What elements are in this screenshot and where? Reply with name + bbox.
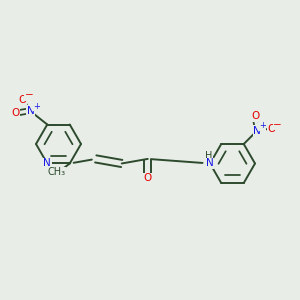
Text: N: N [254,125,261,136]
Text: −: − [273,120,282,130]
Text: N: N [27,106,34,116]
Text: O: O [11,107,19,118]
Text: O: O [252,111,260,121]
Text: N: N [44,158,51,169]
Text: H: H [205,151,212,161]
Text: O: O [268,124,276,134]
Text: +: + [259,121,266,130]
Text: +: + [33,102,40,111]
Text: N: N [206,158,214,169]
Text: O: O [144,173,152,183]
Text: CH₃: CH₃ [47,167,65,178]
Text: O: O [18,94,26,105]
Text: −: − [25,90,33,100]
